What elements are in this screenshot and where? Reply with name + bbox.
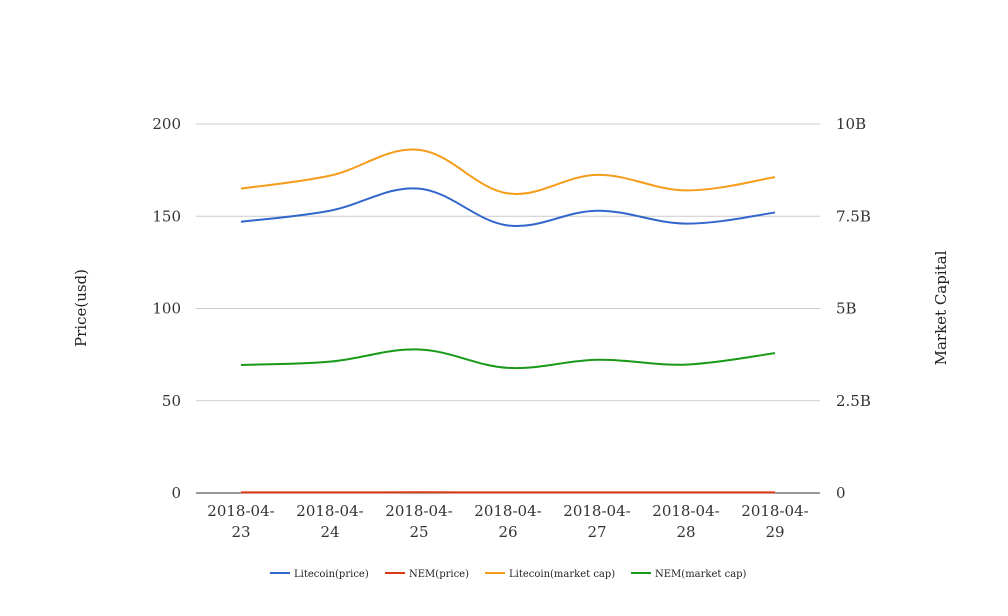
x-axis-ticks: 2018-04- 23 2018-04- 24 2018-04- 25 2018-04- 26…: [207, 502, 808, 541]
right-tick-label: 5B: [836, 300, 857, 318]
x-tick-label-line: 25: [409, 523, 428, 541]
x-tick-label-line: 2018-04-: [296, 502, 363, 520]
series-line-litecoin-price: [240, 187, 776, 228]
legend-label: NEM(price): [409, 569, 469, 580]
left-tick-label: 0: [171, 484, 181, 502]
legend-item: NEM(price): [385, 569, 469, 580]
right-axis-ticks: 0 2.5B 5B 7.5B 10B: [836, 115, 871, 502]
legend-label: Litecoin(price): [294, 569, 369, 580]
x-tick-label: 2018-04- 29: [741, 502, 808, 541]
right-tick-label: 10B: [836, 115, 866, 133]
x-tick-label-line: 2018-04-: [385, 502, 452, 520]
series-layer: [240, 148, 776, 494]
legend-label: NEM(market cap): [655, 569, 747, 580]
left-tick-label: 50: [162, 392, 181, 410]
legend-item: Litecoin(price): [270, 569, 369, 580]
x-tick-label-line: 28: [676, 523, 695, 541]
legend-label: Litecoin(market cap): [509, 569, 615, 580]
right-tick-label: 0: [836, 484, 846, 502]
x-tick-label-line: 2018-04-: [207, 502, 274, 520]
right-tick-label: 2.5B: [836, 392, 871, 410]
right-axis-title: Market Capital: [932, 250, 950, 365]
x-tick-label-line: 23: [231, 523, 250, 541]
x-tick-label-line: 29: [765, 523, 784, 541]
left-tick-label: 150: [152, 207, 181, 225]
x-tick-label: 2018-04- 24: [296, 502, 363, 541]
x-tick-label: 2018-04- 27: [563, 502, 630, 541]
x-tick-label-line: 26: [498, 523, 517, 541]
x-tick-label-line: 2018-04-: [741, 502, 808, 520]
legend-item: Litecoin(market cap): [485, 569, 615, 580]
legend-item: NEM(market cap): [631, 569, 747, 580]
x-tick-label-line: 24: [320, 523, 339, 541]
x-tick-label: 2018-04- 25: [385, 502, 452, 541]
x-tick-label-line: 2018-04-: [652, 502, 719, 520]
left-tick-label: 200: [152, 115, 181, 133]
x-tick-label-line: 27: [587, 523, 606, 541]
right-tick-label: 7.5B: [836, 207, 871, 225]
x-tick-label-line: 2018-04-: [563, 502, 630, 520]
series-line-litecoin-market-cap: [240, 148, 776, 195]
series-line-nem-market-cap: [240, 348, 776, 370]
x-tick-label-line: 2018-04-: [474, 502, 541, 520]
left-axis-ticks: 0 50 100 150 200: [152, 115, 181, 502]
x-tick-label: 2018-04- 28: [652, 502, 719, 541]
legend: Litecoin(price) NEM(price) Litecoin(market…: [270, 569, 747, 580]
left-axis-title: Price(usd): [72, 269, 90, 347]
left-tick-label: 100: [152, 300, 181, 318]
x-tick-label: 2018-04- 26: [474, 502, 541, 541]
gridlines: [196, 123, 820, 402]
x-tick-label: 2018-04- 23: [207, 502, 274, 541]
